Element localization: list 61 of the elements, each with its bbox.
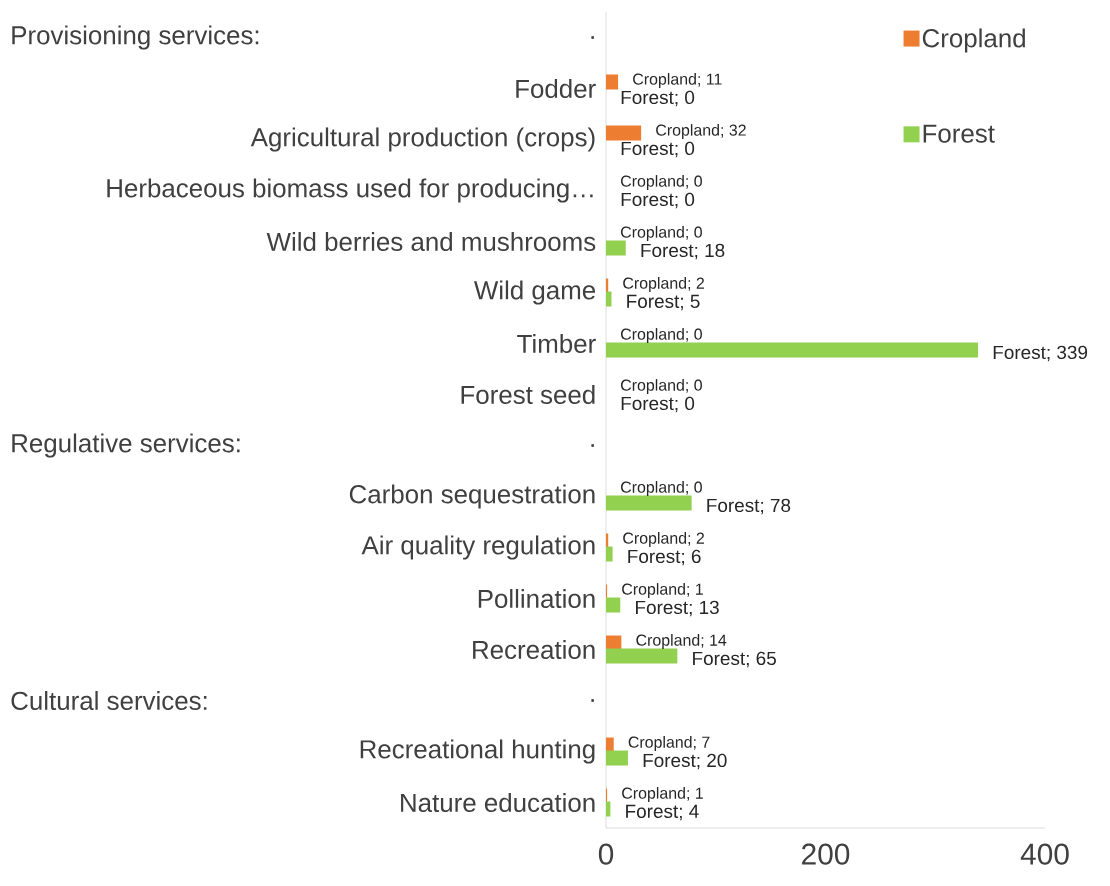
bar bbox=[606, 342, 979, 358]
bar bbox=[606, 240, 626, 256]
y-tick-label: . bbox=[591, 36, 594, 39]
data-label: Forest; 20 bbox=[643, 753, 727, 770]
data-label: Forest; 5 bbox=[627, 294, 700, 311]
legend-label: Cropland bbox=[922, 28, 1025, 53]
bar bbox=[606, 750, 628, 766]
data-label: Forest; 0 bbox=[621, 90, 695, 107]
bar bbox=[606, 495, 692, 511]
y-tick-label: Pollination bbox=[478, 589, 595, 609]
data-label: Forest; 339 bbox=[993, 345, 1088, 362]
x-tick-label: 400 bbox=[1020, 843, 1069, 865]
data-label: Cropland; 0 bbox=[621, 328, 702, 343]
data-label: Forest; 18 bbox=[641, 243, 725, 260]
y-tick-label: Herbaceous biomass used for producing… bbox=[107, 178, 593, 203]
data-label: Forest; 0 bbox=[621, 396, 695, 413]
data-label: Cropland; 7 bbox=[628, 736, 710, 751]
y-tick-label: Timber bbox=[517, 334, 596, 354]
y-tick-label: Recreational hunting bbox=[360, 739, 595, 764]
y-tick-label: Forest seed bbox=[461, 385, 595, 405]
data-label: Forest; 0 bbox=[621, 141, 695, 158]
data-label: Forest; 4 bbox=[626, 804, 699, 821]
y-tick-label: Wild game bbox=[473, 280, 596, 305]
bar bbox=[606, 546, 613, 562]
y-tick-label: . bbox=[591, 699, 594, 702]
y-tick-label: Wild berries and mushrooms bbox=[266, 232, 596, 252]
data-label: Cropland; 32 bbox=[656, 124, 746, 139]
text: Provisioning services: bbox=[12, 25, 259, 50]
data-label: Cropland; 2 bbox=[623, 532, 704, 547]
data-label: Cropland; 14 bbox=[636, 634, 727, 649]
legend-label: Forest bbox=[923, 124, 995, 143]
y-tick-label: Fodder bbox=[516, 78, 596, 99]
data-label: Cropland; 0 bbox=[621, 226, 702, 241]
data-label: Cropland; 11 bbox=[633, 73, 722, 88]
data-label: Forest; 78 bbox=[707, 498, 791, 515]
text: Regulative services: bbox=[12, 433, 240, 458]
y-tick-label: Nature education bbox=[401, 793, 595, 813]
data-label: Cropland; 2 bbox=[623, 277, 704, 292]
x-tick-label: 0 bbox=[598, 843, 614, 865]
data-label: Cropland; 1 bbox=[622, 787, 703, 802]
y-tick-label: Agricultural production (crops) bbox=[250, 127, 595, 152]
bar bbox=[606, 74, 619, 90]
y-tick-label: Recreation bbox=[473, 640, 595, 660]
text: Cultural services: bbox=[11, 691, 207, 711]
data-label: Forest; 0 bbox=[621, 192, 695, 209]
bar bbox=[606, 801, 611, 817]
y-tick-label: . bbox=[591, 444, 594, 447]
bar bbox=[606, 291, 612, 307]
data-label: Cropland; 0 bbox=[621, 175, 702, 190]
y-tick-label: Air quality regulation bbox=[361, 535, 595, 560]
data-label: Cropland; 0 bbox=[621, 481, 702, 496]
data-label: Forest; 6 bbox=[628, 549, 701, 566]
data-label: Cropland; 0 bbox=[621, 379, 702, 394]
y-tick-label: Carbon sequestration bbox=[349, 484, 595, 509]
x-tick-label: 200 bbox=[802, 843, 850, 865]
data-label: Forest; 65 bbox=[693, 651, 776, 668]
data-label: Forest; 13 bbox=[636, 600, 719, 617]
bar bbox=[606, 648, 678, 664]
bar bbox=[606, 125, 642, 141]
bar bbox=[606, 597, 621, 613]
data-label: Cropland; 1 bbox=[622, 583, 703, 598]
